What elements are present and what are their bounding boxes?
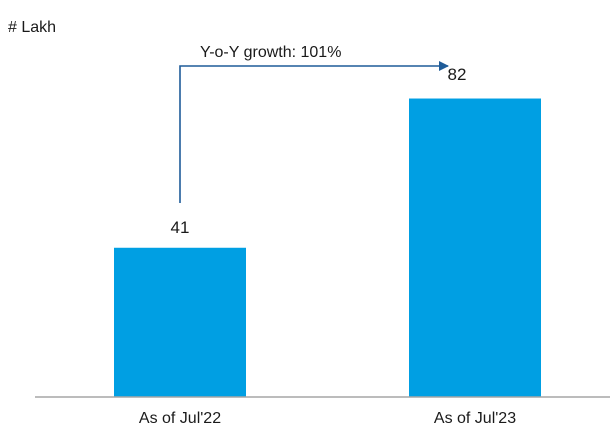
bars-layer: 41 As of Jul'22 82 As of Jul'23 <box>114 65 541 427</box>
bar-2 <box>409 98 541 398</box>
category-label-2: As of Jul'23 <box>434 410 516 427</box>
growth-label: Y-o-Y growth: 101% <box>200 44 341 61</box>
data-label-1: 41 <box>171 218 190 237</box>
data-label-2: 82 <box>448 65 467 84</box>
category-label-1: As of Jul'22 <box>139 410 221 427</box>
bar-1 <box>114 247 246 397</box>
growth-arrow-icon <box>179 61 449 203</box>
unit-label: # Lakh <box>8 19 56 36</box>
growth-annotation: Y-o-Y growth: 101% <box>179 44 449 203</box>
